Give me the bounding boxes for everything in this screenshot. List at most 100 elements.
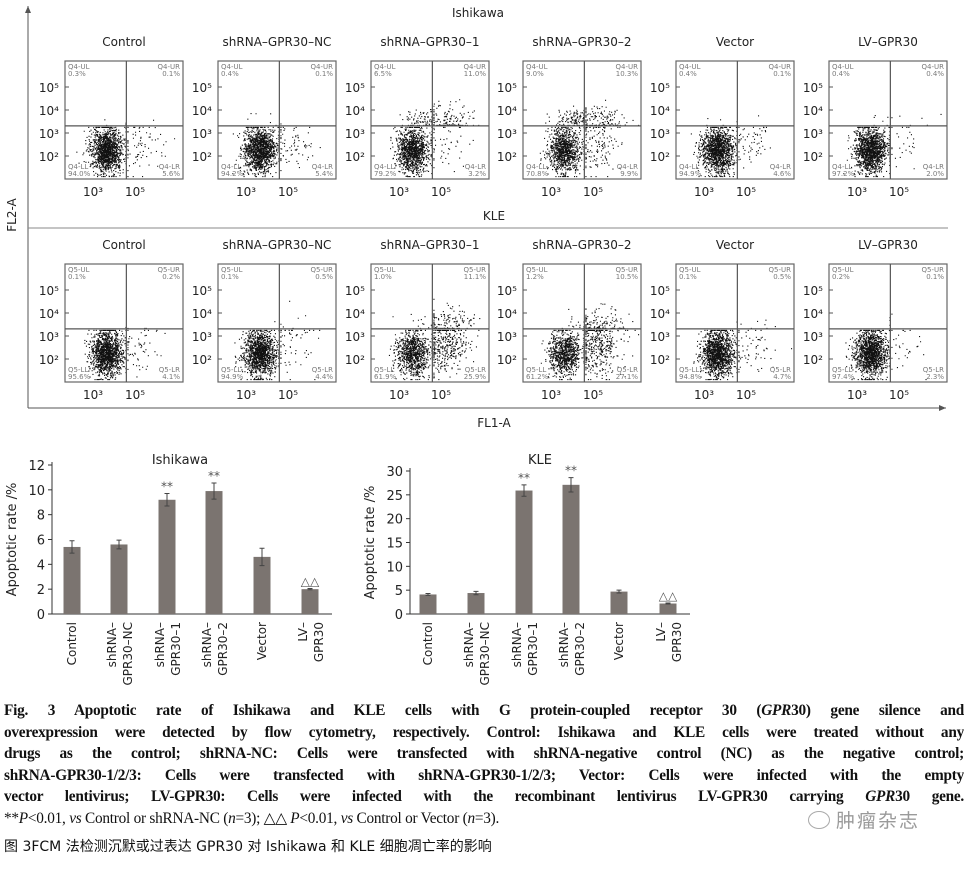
caption-text: vs (340, 809, 354, 827)
y-tick-label: 10⁴ (650, 104, 670, 118)
y-tick-label: 10³ (497, 330, 517, 344)
y-tick-label: 10³ (497, 127, 517, 141)
category-label: shRNA– GPR30–1 (153, 622, 183, 676)
quadrant-percent-UR: 11.0% (464, 70, 487, 78)
plot-frame (828, 263, 948, 383)
bar (253, 556, 271, 614)
caption-text: Control or shRNA-NC ( (81, 809, 229, 827)
quadrant-percent-LR: 4.1% (162, 373, 180, 381)
event-dots-LR (738, 126, 771, 169)
event-dots-LR (891, 126, 915, 170)
event-dots-LL (234, 329, 280, 381)
quadrant-percent-LR: 25.9% (464, 373, 487, 381)
caption-line: drugs as the control; shRNA-NC: Cells we… (4, 743, 964, 765)
quadrant-percent-UR: 0.4% (926, 70, 944, 78)
plot-frame (217, 263, 337, 383)
y-tick-label: 10 (28, 484, 45, 499)
x-tick-label: 10³ (83, 185, 103, 199)
y-tick-label: 10² (803, 353, 823, 367)
event-dots-LL (539, 126, 585, 178)
quadrant-percent-LL: 61.9% (374, 373, 397, 381)
y-tick-label: 8 (37, 509, 45, 524)
event-dots-UL (399, 109, 433, 126)
y-tick-label: 10⁵ (345, 284, 365, 298)
event-dots-UR (585, 99, 640, 126)
quadrant-name-LR: Q5-LR (617, 366, 638, 374)
y-tick-label: 10⁴ (39, 307, 59, 321)
event-dots-UL (392, 313, 433, 329)
bar (419, 594, 437, 614)
quadrant-name-UL: Q4-UL (832, 63, 854, 71)
event-dots-LR (891, 329, 927, 381)
quadrant-percent-UR: 11.1% (464, 273, 487, 281)
x-tick-label: 10⁵ (889, 185, 909, 199)
category-label-line: LV– (296, 622, 310, 642)
quadrant-percent-LR: 3.2% (468, 170, 486, 178)
event-dots-LR (585, 329, 640, 381)
caption-text: Fig. 3 Apoptotic rate of Ishikawa and KL… (4, 702, 762, 719)
quadrant-name-LL: Q4-LL (374, 163, 394, 171)
quadrant-percent-LL: 70.8% (526, 170, 549, 178)
quadrant-name-UL: Q4-UL (374, 63, 396, 71)
category-label-line: Vector (255, 622, 269, 660)
plot-title: LV–GPR30 (858, 238, 918, 252)
quadrant-name-UR: Q5-UR (616, 266, 639, 274)
category-label-line: shRNA– (200, 622, 214, 667)
event-dots-LL (388, 329, 433, 381)
quadrant-name-UR: Q5-UR (769, 266, 792, 274)
y-tick-label: 10 (386, 560, 403, 575)
y-tick-label: 10³ (192, 330, 212, 344)
quadrant-name-LR: Q5-LR (923, 366, 944, 374)
caption-line: overexpression were detected by flow cyt… (4, 722, 964, 744)
x-tick-label: 10³ (236, 185, 256, 199)
plot-title: shRNA–GPR30–NC (223, 238, 332, 252)
quadrant-percent-LR: 4.4% (315, 373, 333, 381)
x-tick-label: 10⁵ (889, 388, 909, 402)
quadrant-percent-LR: 4.7% (773, 373, 791, 381)
bar (205, 491, 223, 614)
y-tick-label: 10⁵ (192, 81, 212, 95)
category-label-line: LV– (654, 622, 668, 642)
y-tick-label: 10⁴ (345, 104, 365, 118)
quadrant-name-UR: Q4-UR (922, 63, 945, 71)
quadrant-name-UR: Q5-UR (311, 266, 334, 274)
quadrant-percent-UL: 0.4% (679, 70, 697, 78)
plot-frame (828, 60, 948, 180)
event-dots-UL (247, 113, 277, 126)
flow-plot: shRNA–GPR30–NC Q4-UL0.4% Q4-UR0.1% Q4-LL94.… (192, 35, 337, 199)
plot-title: Vector (716, 238, 754, 252)
figure-caption: Fig. 3 Apoptotic rate of Ishikawa and KL… (4, 700, 964, 829)
quadrant-percent-UL: 6.5% (374, 70, 392, 78)
category-label: shRNA– GPR30–1 (510, 622, 540, 676)
y-axis-label: Apoptotic rate /% (363, 486, 378, 600)
quadrant-name-LR: Q4-LR (159, 163, 180, 171)
x-tick-label: 10⁵ (125, 388, 145, 402)
y-tick-label: 10⁴ (803, 307, 823, 321)
quadrant-name-UR: Q4-UR (158, 63, 181, 71)
x-tick-label: 10⁵ (736, 388, 756, 402)
plot-frame (522, 60, 642, 180)
quadrant-name-LL: Q5-LL (68, 366, 88, 374)
row-title-kle: KLE (483, 209, 505, 223)
y-tick-label: 0 (395, 608, 403, 623)
quadrant-name-LL: Q5-LL (526, 366, 546, 374)
event-dots-UR (585, 303, 634, 329)
event-dots-UL (561, 308, 585, 329)
quadrant-name-UR: Q5-UR (158, 266, 181, 274)
x-tick-label: 10³ (83, 388, 103, 402)
quadrant-name-LR: Q4-LR (770, 163, 791, 171)
quadrant-percent-LL: 94.8% (679, 373, 702, 381)
quadrant-percent-LL: 94.0% (68, 170, 91, 178)
plot-title: shRNA–GPR30–2 (532, 238, 631, 252)
caption-text: GPR (865, 788, 896, 805)
category-label-line: Vector (612, 622, 626, 660)
y-tick-label: 10⁵ (650, 81, 670, 95)
plot-title: shRNA–GPR30–1 (380, 238, 479, 252)
y-tick-label: 30 (386, 465, 403, 480)
y-tick-label: 4 (37, 558, 45, 573)
x-tick-label: 10³ (694, 185, 714, 199)
caption-text: drugs as the control; shRNA-NC: Cells we… (4, 745, 964, 762)
